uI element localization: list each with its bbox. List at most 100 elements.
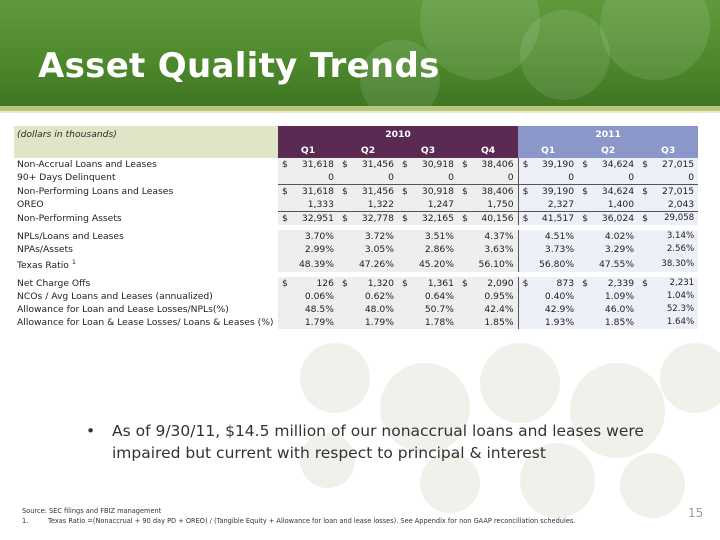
dollar-sign-cell — [458, 243, 471, 256]
row-label-text: Non-Accrual Loans and Leases — [17, 159, 157, 170]
dollar-sign-cell — [638, 303, 652, 317]
dollar-sign-cell: $ — [578, 158, 592, 171]
year-header-row: (dollars in thousands) 2010 2011 — [14, 126, 699, 142]
dollar-sign-cell — [338, 230, 351, 243]
table-row: NPAs/Assets 2.99% 3.05% 2.86% 3.63% 3.73% 3.29… — [14, 243, 699, 256]
value-cell: 3.73% — [531, 243, 579, 256]
value-cell: 3.72% — [351, 230, 398, 243]
dollar-sign-cell — [398, 256, 411, 273]
value-cell: 47.55% — [591, 256, 639, 273]
dollar-sign-cell — [578, 256, 592, 273]
banner-circle-decoration — [600, 0, 710, 80]
value-cell: 0.62% — [351, 290, 398, 304]
value-cell: 0 — [351, 171, 398, 185]
value-cell: 39,190 — [531, 158, 579, 171]
value-cell: 0 — [411, 171, 458, 185]
table-row: 90+ Days Delinquent 0 0 0 0 0 0 0 — [14, 171, 699, 185]
value-cell: 38,406 — [471, 184, 519, 198]
dollar-sign-cell: $ — [638, 277, 652, 291]
dollar-sign-cell — [398, 243, 411, 256]
dollar-sign-cell — [578, 230, 592, 243]
value-cell: 1.85% — [471, 316, 519, 330]
dollar-sign-cell — [398, 303, 411, 317]
value-cell: 31,456 — [351, 158, 398, 171]
dollar-sign-cell — [338, 316, 351, 330]
quarter-header-2010-q1: Q1 — [278, 142, 338, 158]
value-cell: 0 — [531, 171, 579, 185]
value-cell: 2.86% — [411, 243, 458, 256]
bullet-mark: • — [86, 422, 96, 440]
background-dot-pattern — [0, 113, 720, 540]
page-title: Asset Quality Trends — [38, 46, 440, 86]
dollar-sign-cell: $ — [398, 277, 411, 291]
value-cell: 4.02% — [591, 230, 639, 243]
dollar-sign-cell: $ — [638, 158, 652, 171]
dollar-sign-cell — [578, 198, 592, 212]
value-cell: 3.63% — [471, 243, 519, 256]
footnote-number: 1. — [22, 517, 29, 525]
value-cell: 34,624 — [591, 184, 639, 198]
dollar-sign-cell: $ — [517, 158, 532, 171]
quarter-header-2011-q1: Q1 — [518, 142, 579, 158]
row-label: Non-Performing Loans and Leases — [14, 185, 278, 199]
dollar-sign-cell — [278, 243, 291, 256]
row-label: Allowance for Loan and Lease Losses/NPLs… — [14, 303, 278, 316]
row-label: NCOs / Avg Loans and Leases (annualized) — [14, 290, 278, 303]
value-cell: 3.70% — [291, 230, 338, 243]
value-cell: 30,918 — [411, 158, 458, 171]
banner-circle-decoration — [360, 40, 440, 106]
value-cell: 52.3% — [651, 303, 699, 317]
value-cell: 48.0% — [351, 303, 398, 317]
dollar-sign-cell: $ — [278, 277, 291, 291]
value-cell: 45.20% — [411, 256, 458, 273]
footnotes: Source: SEC filings and FBIZ management … — [22, 506, 662, 526]
value-cell: 48.5% — [291, 303, 338, 317]
row-label: OREO — [14, 198, 278, 212]
value-cell: 41,517 — [531, 211, 579, 225]
dollar-sign-cell — [338, 171, 351, 185]
dollar-sign-cell — [398, 316, 411, 330]
dollar-sign-cell: $ — [338, 277, 351, 291]
dollar-sign-cell: $ — [398, 184, 411, 198]
value-cell: 4.37% — [471, 230, 519, 243]
value-cell: 1,320 — [351, 277, 398, 291]
value-cell: 31,618 — [291, 158, 338, 171]
dollar-sign-cell: $ — [458, 277, 471, 291]
table-row: NPLs/Loans and Leases 3.70% 3.72% 3.51% 4.37… — [14, 230, 699, 243]
banner-circle-decoration — [520, 10, 610, 100]
table-row: Allowance for Loan and Lease Losses/NPLs… — [14, 303, 699, 317]
year-2010-header: 2010 — [278, 126, 519, 142]
dollar-sign-cell — [278, 290, 291, 304]
dollar-sign-cell — [278, 316, 291, 330]
dollar-sign-cell — [458, 316, 471, 330]
row-label-text: NCOs / Avg Loans and Leases (annualized) — [17, 291, 213, 303]
value-cell: 1,400 — [591, 198, 639, 212]
dollar-sign-cell: $ — [638, 184, 652, 198]
dollar-sign-cell — [338, 303, 351, 317]
value-cell: 1,247 — [411, 198, 458, 212]
dollar-sign-cell — [517, 290, 532, 304]
key-point-text: As of 9/30/11, $14.5 million of our nona… — [112, 422, 644, 462]
dollar-sign-cell — [638, 198, 652, 212]
title-rule — [0, 106, 720, 111]
dollar-sign-cell — [578, 290, 592, 304]
dollar-sign-cell — [638, 243, 652, 256]
value-cell: 2,231 — [651, 277, 699, 291]
quarter-header-2010-q3: Q3 — [398, 142, 458, 158]
dollar-sign-cell — [278, 171, 291, 185]
dollar-sign-cell — [458, 230, 471, 243]
dollar-sign-cell: $ — [278, 184, 291, 198]
dollar-sign-cell — [458, 256, 471, 273]
texas-ratio-footnote: 1. Texas Ratio =(Nonaccrual + 90 day PD +… — [22, 516, 662, 526]
quarter-header-2011-q3: Q3 — [638, 142, 699, 158]
asset-quality-table: (dollars in thousands) 2010 2011 Q1 Q2 Q… — [14, 126, 699, 330]
value-cell: 1.04% — [651, 290, 699, 304]
dollar-sign-cell — [517, 316, 532, 330]
row-label-text: NPAs/Assets — [17, 244, 73, 255]
value-cell: 56.80% — [531, 256, 579, 273]
value-cell: 0.64% — [411, 290, 458, 304]
value-cell: 2,090 — [471, 277, 519, 291]
table-row: Non-Performing Assets $32,951 $32,778 $32,1… — [14, 211, 699, 225]
dollar-sign-cell — [338, 256, 351, 273]
value-cell: 3.14% — [651, 230, 699, 243]
